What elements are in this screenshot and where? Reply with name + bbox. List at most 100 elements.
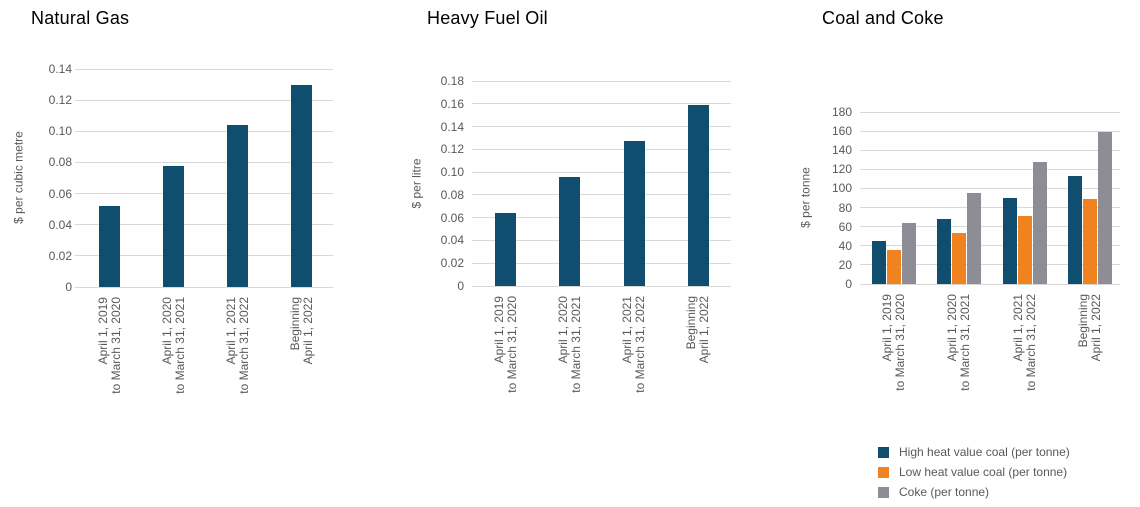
bar-value — [687, 104, 709, 286]
y-tick-label: 0.02 — [440, 256, 464, 271]
y-tick-label: 0.04 — [440, 233, 464, 248]
y-tick-label: 0.16 — [440, 96, 464, 111]
chart-title-natural-gas: Natural Gas — [31, 8, 130, 28]
legend-label: Coke (per tonne) — [899, 485, 990, 499]
gridline — [472, 171, 731, 173]
legend-label: Low heat value coal (per tonne) — [899, 465, 1068, 479]
gridline — [75, 99, 333, 101]
bar-value — [559, 176, 581, 286]
gridline — [860, 168, 1120, 170]
gridline — [860, 187, 1120, 189]
y-tick-label: 0.14 — [440, 119, 464, 134]
x-category-label: April 1, 2021 to March 31, 2022 — [223, 297, 251, 427]
legend-item-low-heat-value-coal-per-tonne: Low heat value coal (per tonne) — [878, 464, 1067, 480]
gridline — [472, 126, 731, 128]
gridline — [860, 226, 1120, 228]
x-category-label-line: to March 31, 2021 — [568, 296, 583, 393]
x-category-label: April 1, 2019 to March 31, 2020 — [880, 294, 907, 424]
bar-high-heat-value-coal-per-tonne — [1002, 197, 1017, 284]
gridline — [860, 264, 1120, 266]
bar-value — [623, 141, 645, 286]
bar-coke-per-tonne — [1097, 132, 1112, 284]
x-category-label-line: to March 31, 2022 — [236, 297, 251, 394]
y-tick-label: 0.08 — [440, 187, 464, 202]
x-category-label-line: to March 31, 2022 — [633, 296, 648, 393]
x-category-label: April 1, 2021 to March 31, 2022 — [620, 296, 648, 426]
bar-coke-per-tonne — [902, 223, 916, 284]
y-tick-label: 0 — [65, 280, 72, 294]
legend-item-high-heat-value-coal-per-tonne: High heat value coal (per tonne) — [878, 444, 1070, 460]
x-category-label: Beginning April 1, 2022 — [684, 296, 711, 426]
gridline — [860, 207, 1120, 209]
y-tick-label: 0.06 — [440, 210, 464, 225]
gridline — [75, 130, 333, 132]
bar-value — [227, 125, 248, 287]
legend-item-coke-per-tonne: Coke (per tonne) — [878, 484, 989, 500]
legend-swatch — [878, 486, 889, 498]
bar-low-heat-value-coal-per-tonne — [887, 250, 901, 284]
chart-title-heavy-fuel-oil: Heavy Fuel Oil — [427, 8, 548, 28]
x-category-label-line: April 1, 2020 — [159, 297, 174, 365]
bar-high-heat-value-coal-per-tonne — [872, 241, 886, 284]
gridline — [472, 217, 731, 219]
legend-swatch — [878, 446, 889, 458]
bar-high-heat-value-coal-per-tonne — [1067, 176, 1082, 284]
gridline — [472, 194, 731, 196]
x-category-label-line: April 1, 2020 — [555, 296, 570, 364]
x-category-label: April 1, 2021 to March 31, 2022 — [1010, 294, 1038, 424]
gridline — [472, 262, 731, 264]
y-tick-label: 0 — [845, 277, 852, 291]
y-tick-label: 0.12 — [48, 93, 72, 108]
y-tick-label: 100 — [831, 181, 852, 196]
bar-coke-per-tonne — [1032, 162, 1047, 284]
y-tick-label: 0.04 — [48, 217, 72, 232]
bar-low-heat-value-coal-per-tonne — [952, 233, 967, 284]
y-tick-label: 0.08 — [48, 155, 72, 170]
y-tick-label: 0 — [457, 279, 464, 293]
x-category-label: April 1, 2019 to March 31, 2020 — [96, 297, 123, 427]
gridline — [75, 193, 333, 195]
x-category-label-line: April 1, 2022 — [300, 297, 315, 365]
y-axis-label-coal-and-coke: $ per tonne — [798, 167, 813, 228]
x-category-label-line: April 1, 2021 — [223, 297, 238, 365]
y-tick-label: 160 — [831, 124, 852, 139]
y-tick-label: 140 — [831, 143, 852, 158]
gridline — [860, 111, 1120, 113]
gridline — [860, 149, 1120, 151]
x-category-label-line: April 1, 2022 — [1088, 294, 1103, 362]
y-tick-label: 40 — [838, 238, 852, 253]
gridline — [860, 130, 1120, 132]
y-tick-label: 180 — [831, 105, 852, 119]
y-tick-label: 80 — [838, 200, 852, 215]
x-category-label-line: to March 31, 2021 — [958, 294, 973, 391]
x-category-label-line: to March 31, 2020 — [893, 294, 907, 391]
y-tick-label: 120 — [831, 162, 852, 177]
gridline — [75, 286, 333, 288]
legend-label: High heat value coal (per tonne) — [899, 445, 1070, 459]
x-category-label-line: to March 31, 2020 — [108, 297, 123, 394]
y-tick-label: 20 — [838, 257, 852, 272]
bar-coke-per-tonne — [967, 192, 982, 284]
bar-value — [291, 84, 312, 287]
bar-value — [495, 213, 516, 286]
y-tick-label: 0.18 — [440, 74, 464, 88]
gridline — [472, 148, 731, 150]
y-tick-label: 0.02 — [48, 248, 72, 263]
gridline — [860, 245, 1120, 247]
gridline — [472, 103, 731, 105]
x-category-label-line: April 1, 2021 — [1010, 294, 1025, 362]
x-category-label-line: Beginning — [287, 297, 302, 351]
gridline — [75, 255, 333, 257]
bar-low-heat-value-coal-per-tonne — [1017, 216, 1032, 284]
x-category-label-line: to March 31, 2020 — [504, 296, 519, 393]
gridline — [472, 285, 731, 287]
x-category-label: April 1, 2020 to March 31, 2021 — [159, 297, 187, 427]
y-tick-label: 0.14 — [48, 62, 72, 76]
bar-value — [163, 165, 184, 287]
gridline — [472, 239, 731, 241]
gridline — [75, 224, 333, 226]
x-category-label-line: Beginning — [1075, 294, 1090, 348]
y-tick-label: 0.10 — [48, 124, 72, 139]
x-category-label-line: to March 31, 2022 — [1023, 294, 1038, 391]
